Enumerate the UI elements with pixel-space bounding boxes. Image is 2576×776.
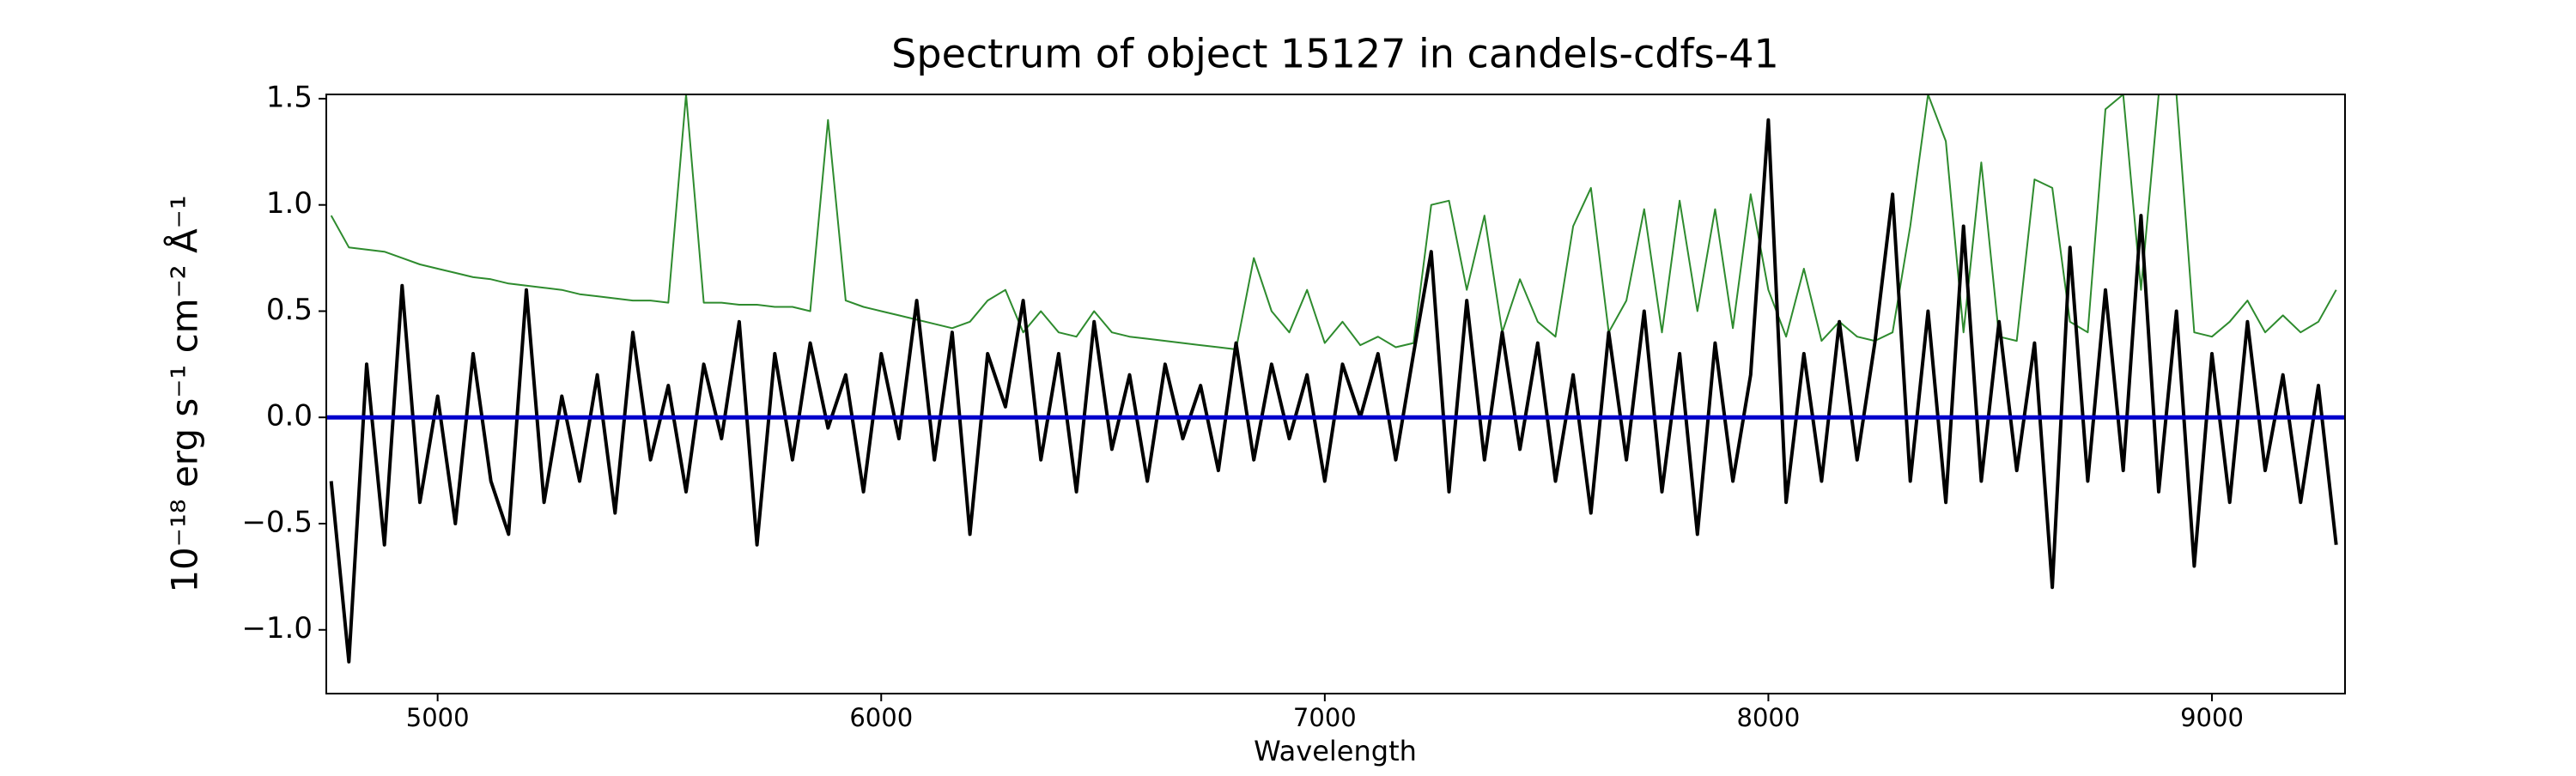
x-axis-label: Wavelength bbox=[1254, 735, 1417, 767]
x-tick-label: 9000 bbox=[2180, 703, 2244, 732]
x-tick-label: 7000 bbox=[1293, 703, 1357, 732]
spectrum-line bbox=[329, 118, 2338, 664]
x-tick-label: 8000 bbox=[1737, 703, 1801, 732]
y-axis-label: 10⁻¹⁸ erg s⁻¹ cm⁻² Å⁻¹ bbox=[163, 195, 206, 592]
y-tick-label: 1.5 bbox=[266, 80, 313, 114]
y-tick-label: −1.0 bbox=[241, 611, 313, 646]
y-tick-label: 0.0 bbox=[266, 399, 313, 433]
spectrum-line bbox=[330, 94, 2337, 350]
y-tick-label: 0.5 bbox=[266, 293, 313, 327]
plot-frame bbox=[325, 94, 2346, 694]
x-tick-label: 5000 bbox=[406, 703, 470, 732]
x-tick-label: 6000 bbox=[849, 703, 913, 732]
y-tick-label: 1.0 bbox=[266, 186, 313, 221]
chart-title: Spectrum of object 15127 in candels-cdfs… bbox=[891, 31, 1779, 77]
y-tick-label: −0.5 bbox=[241, 505, 313, 539]
